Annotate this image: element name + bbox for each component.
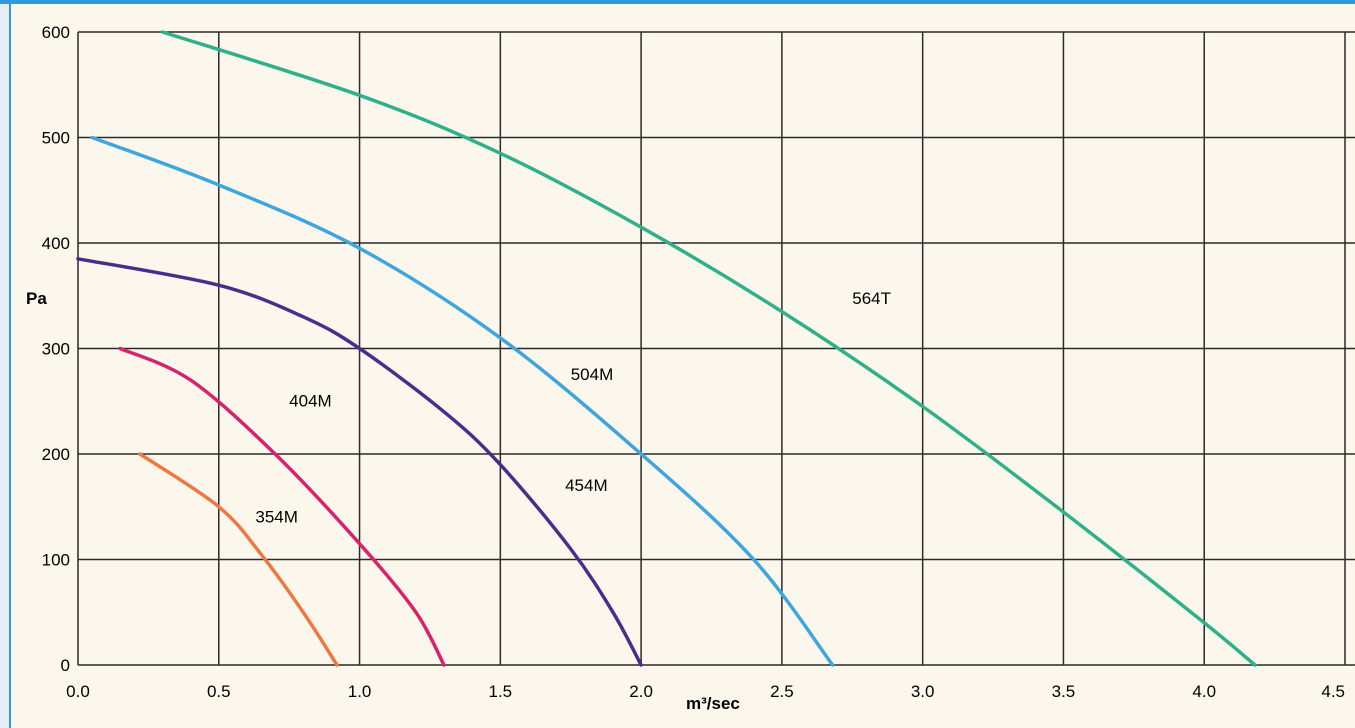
- x-tick-label: 4.5: [1321, 682, 1345, 701]
- x-tick-label: 2.0: [629, 682, 653, 701]
- x-axis-label: m³/sec: [686, 694, 740, 713]
- series-curves: [76, 30, 1257, 667]
- y-tick-label: 200: [42, 445, 70, 464]
- left-border-strip: [0, 0, 10, 728]
- y-axis-ticks: 0 100 200 300 400 500 600: [42, 23, 70, 675]
- series-line-454m: [76, 257, 643, 667]
- grid-lines: [77, 31, 1355, 666]
- series-line-354m: [138, 452, 339, 667]
- y-tick-label: 600: [42, 23, 70, 42]
- y-tick-label: 0: [61, 656, 70, 675]
- x-tick-label: 3.5: [1052, 682, 1076, 701]
- x-tick-label: 2.5: [770, 682, 794, 701]
- top-border-line: [0, 0, 1355, 4]
- series-line-564t: [160, 30, 1257, 667]
- series-labels: 354M 404M 454M 504M 564T: [255, 289, 891, 526]
- x-tick-label: 0.0: [66, 682, 90, 701]
- series-label-454m: 454M: [565, 476, 608, 495]
- series-label-504m: 504M: [571, 365, 614, 384]
- x-tick-label: 4.0: [1192, 682, 1216, 701]
- x-tick-label: 3.0: [911, 682, 935, 701]
- y-tick-label: 100: [42, 551, 70, 570]
- series-line-504m: [90, 135, 835, 667]
- y-tick-label: 300: [42, 340, 70, 359]
- x-axis-ticks: 0.0 0.5 1.0 1.5 2.0 2.5 3.0 3.5 4.0 4.5: [66, 682, 1345, 701]
- y-tick-label: 400: [42, 234, 70, 253]
- series-line-404m: [118, 346, 446, 667]
- series-label-564t: 564T: [852, 289, 891, 308]
- series-label-354m: 354M: [255, 508, 298, 527]
- x-tick-label: 0.5: [207, 682, 231, 701]
- series-label-404m: 404M: [289, 392, 332, 411]
- y-axis-label: Pa: [26, 289, 47, 308]
- left-border-line: [9, 0, 11, 728]
- x-tick-label: 1.0: [348, 682, 372, 701]
- x-tick-label: 1.5: [489, 682, 513, 701]
- y-tick-label: 500: [42, 129, 70, 148]
